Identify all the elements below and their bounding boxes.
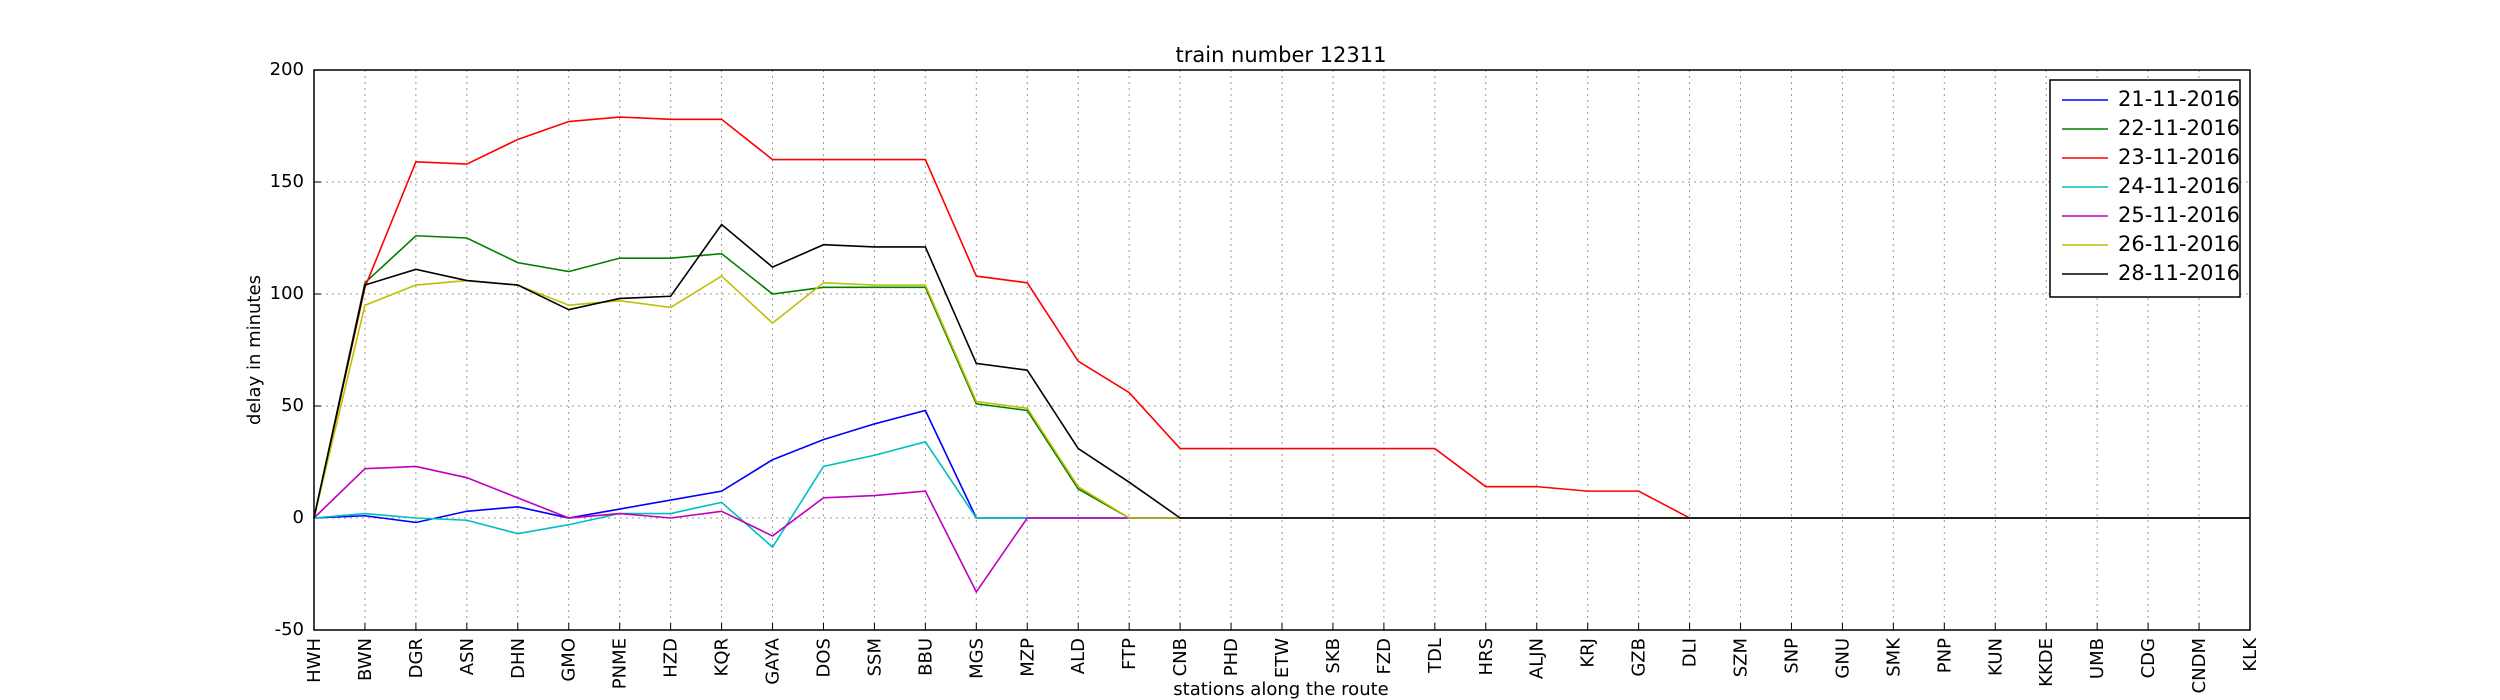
- data-line: [313, 275, 2250, 519]
- legend-label: 28-11-2016: [2118, 261, 2240, 285]
- x-tick-label: SSM: [864, 638, 885, 676]
- x-tick-label: ASN: [457, 638, 478, 675]
- x-tick-label: DLI: [1680, 638, 1701, 667]
- x-tick-label: TDL: [1425, 638, 1446, 674]
- legend-label: 24-11-2016: [2118, 174, 2240, 198]
- legend-frame: [2049, 79, 2241, 298]
- x-tick-label: MGS: [966, 638, 987, 679]
- x-tick-label: CNDM: [2189, 638, 2210, 693]
- x-tick-label: HWH: [304, 638, 325, 683]
- x-tick-label: CNB: [1170, 638, 1191, 676]
- x-tick-label: KLK: [2240, 637, 2261, 672]
- y-tick-label: -50: [275, 619, 304, 640]
- x-tick-label: MZP: [1017, 638, 1038, 677]
- data-line: [313, 223, 2250, 519]
- x-tick-label: KKDE: [2036, 638, 2057, 687]
- x-tick-label: KQR: [712, 638, 733, 676]
- x-tick-label: DHN: [508, 638, 529, 679]
- chart-title: train number 12311: [1176, 43, 1387, 67]
- legend-label: 23-11-2016: [2118, 145, 2240, 169]
- y-tick-label: 150: [270, 171, 304, 192]
- x-tick-label: HZD: [661, 638, 682, 678]
- y-tick-label: 100: [270, 283, 304, 304]
- x-tick-label: BWN: [355, 638, 376, 681]
- x-tick-label: SMK: [1883, 637, 1904, 677]
- x-tick-label: ETW: [1272, 638, 1293, 678]
- x-tick-label: UMB: [2087, 638, 2108, 679]
- x-tick-label: DGR: [406, 638, 427, 678]
- data-line: [313, 440, 2250, 549]
- x-axis-label: stations along the route: [1173, 679, 1388, 700]
- x-tick-label: PNP: [1934, 638, 1955, 673]
- x-tick-label: ALJN: [1527, 638, 1548, 679]
- x-tick-label: SNP: [1781, 638, 1802, 674]
- x-tick-label: GNU: [1832, 638, 1853, 679]
- x-tick-label: ALD: [1068, 638, 1089, 674]
- x-tick-label: GAYA: [763, 637, 784, 684]
- y-tick-label: 50: [281, 395, 304, 416]
- y-axis-label: delay in minutes: [244, 275, 265, 425]
- legend-label: 26-11-2016: [2118, 232, 2240, 256]
- legend-label: 22-11-2016: [2118, 116, 2240, 140]
- x-tick-label: FTP: [1119, 638, 1140, 670]
- x-tick-label: FZD: [1374, 638, 1395, 675]
- y-tick-label: 0: [293, 507, 304, 528]
- x-tick-label: HRS: [1476, 638, 1497, 675]
- legend-label: 25-11-2016: [2118, 203, 2240, 227]
- x-tick-label: PHD: [1221, 638, 1242, 676]
- x-tick-label: DOS: [813, 638, 834, 677]
- x-tick-label: CDG: [2138, 638, 2159, 678]
- legend-label: 21-11-2016: [2118, 87, 2240, 111]
- x-tick-label: PNME: [610, 638, 631, 689]
- x-tick-label: BBU: [915, 638, 936, 676]
- x-tick-label: KRJ: [1578, 638, 1599, 668]
- y-tick-label: 200: [270, 59, 304, 80]
- x-tick-label: KUN: [1985, 638, 2006, 676]
- x-tick-label: GMO: [559, 638, 580, 682]
- legend: 21-11-2016 22-11-2016 23-11-2016 24-11-2016…: [2049, 79, 2241, 298]
- x-tick-label: SZM: [1731, 638, 1752, 677]
- x-tick-label: GZB: [1629, 638, 1650, 677]
- plot-frame: [313, 69, 2251, 631]
- x-tick-label: SKB: [1323, 638, 1344, 674]
